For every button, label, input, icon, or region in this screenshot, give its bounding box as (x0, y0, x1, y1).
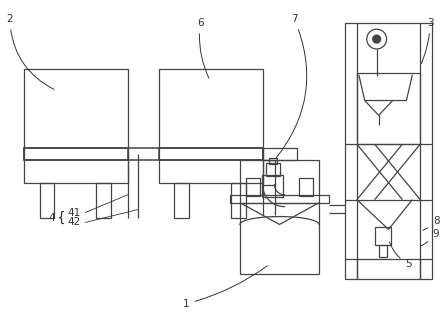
Text: 7: 7 (276, 14, 307, 158)
Bar (263, 148, 297, 160)
Bar (174, 183, 189, 217)
Bar (24, 148, 128, 160)
Bar (263, 160, 274, 185)
Text: {: { (56, 211, 65, 225)
Bar (266, 163, 280, 176)
Bar (159, 148, 263, 160)
Bar (375, 227, 391, 245)
Text: 8: 8 (423, 216, 440, 230)
Bar (24, 148, 263, 160)
Text: 4: 4 (48, 213, 55, 223)
Bar (379, 245, 387, 257)
Bar (24, 69, 128, 183)
Bar (269, 158, 277, 164)
Bar (230, 195, 329, 202)
Bar (231, 183, 246, 217)
Bar (246, 178, 260, 196)
Circle shape (373, 35, 381, 43)
Text: 5: 5 (389, 242, 412, 269)
Text: 42: 42 (67, 217, 81, 227)
Bar (357, 73, 420, 144)
Bar (159, 69, 263, 183)
Text: 6: 6 (197, 18, 209, 78)
Text: 3: 3 (421, 18, 433, 63)
Bar (96, 183, 111, 217)
Text: 9: 9 (421, 229, 440, 246)
Bar (299, 178, 313, 196)
Bar (345, 23, 432, 279)
Text: 2: 2 (7, 14, 54, 89)
Bar (40, 183, 55, 217)
Text: 1: 1 (183, 266, 267, 309)
Bar (240, 160, 319, 202)
Text: 41: 41 (67, 208, 81, 217)
Bar (262, 175, 283, 197)
